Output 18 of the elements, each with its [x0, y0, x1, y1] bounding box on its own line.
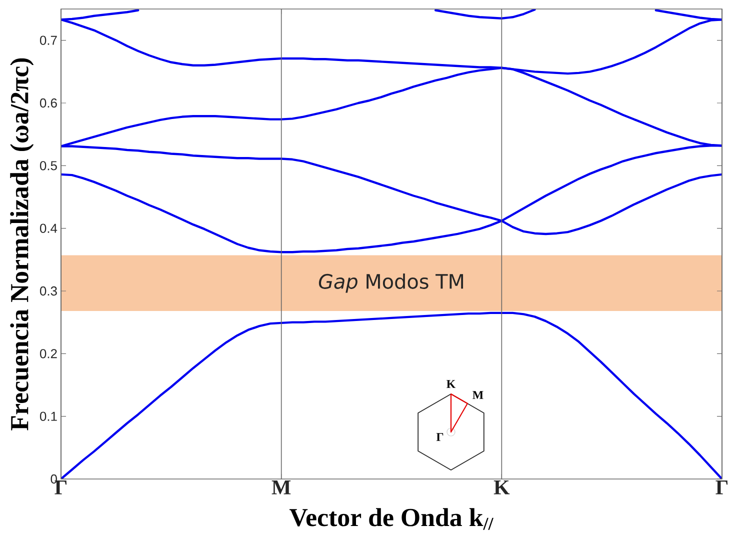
x-tick-label: K [494, 480, 510, 494]
annotation: M [472, 391, 484, 399]
y-tick-label: 0.7 [40, 36, 57, 45]
annotation: Γ [436, 433, 444, 441]
x-tick-label: Γ [716, 480, 728, 494]
annotation: K [446, 380, 456, 388]
band-label: Gap Modos TM [318, 274, 464, 293]
y-tick-label: 0.3 [40, 286, 57, 296]
y-tick-label: 0.4 [40, 224, 58, 233]
x-axis-title: Vector de Onda k$_{//}$ [289, 508, 494, 530]
y-axis-title: Frecuencia Normalizada (ωa/2πc) [10, 58, 34, 430]
y-tick-label: 0.6 [40, 98, 57, 108]
x-tick-label: M [272, 480, 291, 494]
y-tick-label: 0.1 [40, 412, 57, 421]
y-tick-label: 0.2 [40, 349, 57, 358]
y-tick-label: 0.5 [40, 161, 57, 170]
y-tick-label: 0 [50, 474, 57, 484]
x-tick-label: Γ [54, 480, 67, 494]
